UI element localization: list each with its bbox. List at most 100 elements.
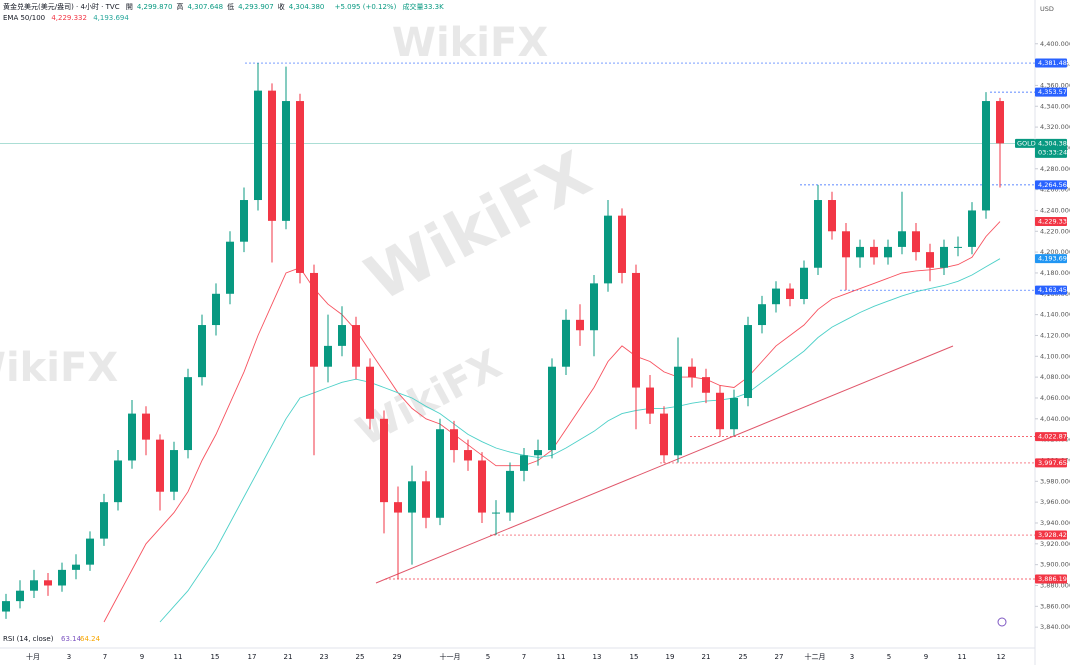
candle-body — [408, 481, 416, 513]
price-label: 4,022.875 — [1038, 433, 1070, 441]
price-label: 4,353.570 — [1038, 88, 1070, 96]
candle-body — [170, 450, 178, 492]
price-label: 4,381.484 — [1038, 59, 1070, 67]
candle-body — [506, 470, 514, 513]
candle-body — [422, 481, 430, 518]
candle-body — [114, 460, 122, 503]
countdown: 03:33:24 — [1038, 148, 1067, 156]
ohlc-key: 收 — [277, 3, 285, 11]
x-tick-label: 十二月 — [805, 652, 826, 661]
price-label: 3,997.658 — [1038, 459, 1070, 467]
y-tick-label: 4,400.000 — [1040, 40, 1070, 48]
candle-body — [16, 590, 24, 602]
candle-body — [450, 429, 458, 451]
candle-body — [870, 246, 878, 258]
candle-body — [324, 345, 332, 367]
price-label: 4,264.560 — [1038, 181, 1070, 189]
y-tick-label: 4,080.000 — [1040, 373, 1070, 381]
ohlc-value: 4,299.870 — [136, 3, 173, 11]
candle-body — [492, 512, 500, 514]
candle-body — [926, 252, 934, 268]
candle-body — [282, 101, 290, 221]
ohlc-value: 4,307.648 — [187, 3, 224, 11]
ema-line — [159, 258, 1001, 623]
candle-body — [912, 231, 920, 253]
x-tick-label: 29 — [393, 653, 402, 661]
candle-body — [884, 246, 892, 258]
event-icon[interactable] — [997, 617, 1007, 627]
x-tick-label: 十月 — [26, 652, 40, 661]
candle-body — [562, 319, 570, 367]
price-label: 4,229.332 — [1038, 218, 1070, 226]
candle-body — [968, 210, 976, 247]
ohlc-key: 低 — [227, 3, 235, 11]
candle-body — [632, 272, 640, 388]
candle-body — [2, 601, 10, 612]
change: +5.095 (+0.12%) — [334, 3, 397, 11]
price-label-box — [1035, 217, 1067, 227]
ema-value: 4,229.332 — [51, 14, 87, 22]
candle-body — [954, 246, 962, 248]
x-tick-label: 11 — [958, 653, 967, 661]
price-label-box — [1035, 138, 1067, 158]
volume: 成交量33.3K — [402, 3, 444, 11]
y-tick-label: 3,880.000 — [1040, 581, 1070, 589]
y-tick-label: 4,100.000 — [1040, 352, 1070, 360]
candle-body — [744, 325, 752, 398]
y-tick-label: 4,220.000 — [1040, 227, 1070, 235]
candle-body — [996, 101, 1004, 144]
y-tick-label: 3,860.000 — [1040, 602, 1070, 610]
candle-body — [646, 387, 654, 414]
x-tick-label: 9 — [140, 653, 144, 661]
ohlc-key: 高 — [176, 3, 184, 11]
candle-body — [800, 267, 808, 299]
candle-body — [268, 90, 276, 221]
watermark: WikiFX — [354, 137, 602, 315]
y-tick-label: 4,240.000 — [1040, 206, 1070, 214]
candle-body — [758, 304, 766, 326]
candle-body — [296, 101, 304, 273]
candle-body — [534, 450, 542, 456]
symbol-title: 黄金兑美元(美元/盎司) · 4小时 · TVC — [3, 3, 120, 11]
candle-body — [716, 392, 724, 430]
candle-body — [156, 439, 164, 492]
watermark: WikiFX — [0, 345, 118, 391]
x-tick-label: 3 — [850, 653, 854, 661]
ohlc-key: 開 — [125, 3, 133, 11]
candle-body — [688, 366, 696, 378]
candle-body — [58, 569, 66, 586]
x-tick-label: 15 — [211, 653, 220, 661]
watermark: WikiFX — [392, 20, 548, 66]
candle-body — [212, 293, 220, 326]
x-tick-label: 11 — [557, 653, 566, 661]
x-tick-label: 15 — [630, 653, 639, 661]
price-label: 4,304.380 — [1038, 139, 1070, 147]
trend-line — [375, 345, 954, 584]
y-tick-label: 4,200.000 — [1040, 248, 1070, 256]
x-tick-label: 13 — [593, 653, 602, 661]
candle-body — [394, 502, 402, 513]
candle-body — [436, 429, 444, 518]
x-tick-label: 17 — [248, 653, 257, 661]
candle-body — [338, 325, 346, 346]
x-tick-label: 21 — [702, 653, 711, 661]
x-tick-label: 23 — [320, 653, 329, 661]
x-tick-label: 19 — [666, 653, 675, 661]
candle-body — [464, 450, 472, 461]
price-label: 4,163.458 — [1038, 286, 1070, 294]
candle-body — [254, 90, 262, 201]
rsi-value: 63.14 — [61, 635, 82, 643]
ohlc-value: 4,293.907 — [238, 3, 274, 11]
candle-body — [548, 366, 556, 451]
candle-body — [814, 200, 822, 268]
y-tick-label: 4,260.000 — [1040, 186, 1070, 194]
price-label-box — [1035, 254, 1067, 264]
y-tick-label: 3,900.000 — [1040, 561, 1070, 569]
candle-body — [898, 231, 906, 247]
candle-body — [702, 377, 710, 393]
candle-body — [660, 413, 668, 456]
candle-body — [100, 502, 108, 539]
x-tick-label: 11 — [174, 653, 183, 661]
